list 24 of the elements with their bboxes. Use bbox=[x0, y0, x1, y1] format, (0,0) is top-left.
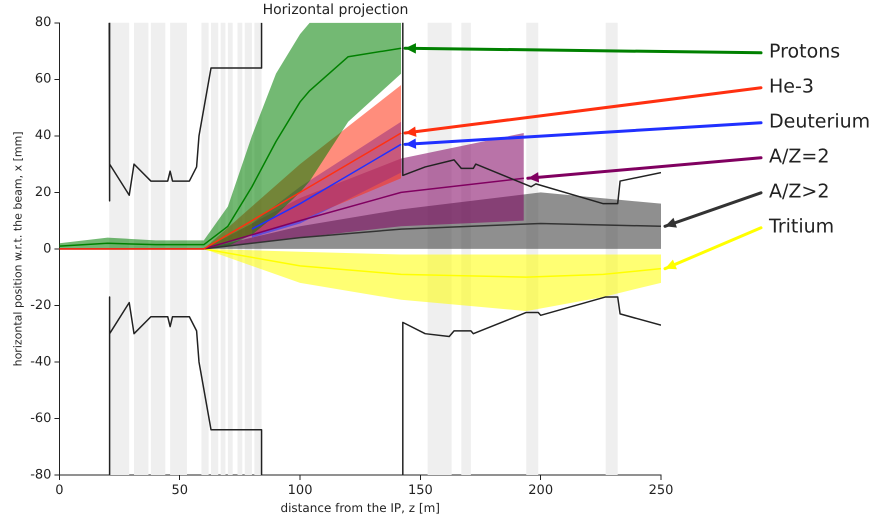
text: A/Z>2 bbox=[769, 180, 830, 203]
x-tick-label: 150 bbox=[408, 483, 433, 498]
y-tick-label: 80 bbox=[34, 15, 52, 30]
y-tick-label: 20 bbox=[34, 184, 52, 200]
y-tick-label: -60 bbox=[30, 410, 52, 426]
y-tick-label: -40 bbox=[30, 354, 52, 370]
text: A/Z=2 bbox=[769, 146, 830, 168]
x-tick-label: 250 bbox=[648, 483, 674, 498]
y-tick-label: 0 bbox=[43, 241, 52, 256]
y-tick-label: -20 bbox=[30, 298, 52, 313]
x-tick-label: 200 bbox=[528, 483, 554, 498]
x-tick-label: 0 bbox=[55, 483, 64, 498]
x-tick-label: 50 bbox=[171, 483, 188, 498]
x-tick-label: 100 bbox=[288, 483, 312, 498]
text: He-3 bbox=[769, 76, 814, 98]
x-axis-title: distance from the IP, z [m] bbox=[280, 500, 440, 515]
y-tick-label: 40 bbox=[34, 128, 52, 144]
y-tick-label: -80 bbox=[30, 467, 52, 482]
text: Protons bbox=[769, 40, 840, 63]
text: Tritium bbox=[768, 216, 834, 238]
y-axis-title: horizontal position w.r.t. the beam, x [mm] bbox=[11, 131, 24, 366]
y-tick-label: 60 bbox=[34, 72, 52, 87]
text: Deuterium bbox=[769, 110, 870, 133]
chart-title: Horizontal projection bbox=[262, 2, 408, 18]
